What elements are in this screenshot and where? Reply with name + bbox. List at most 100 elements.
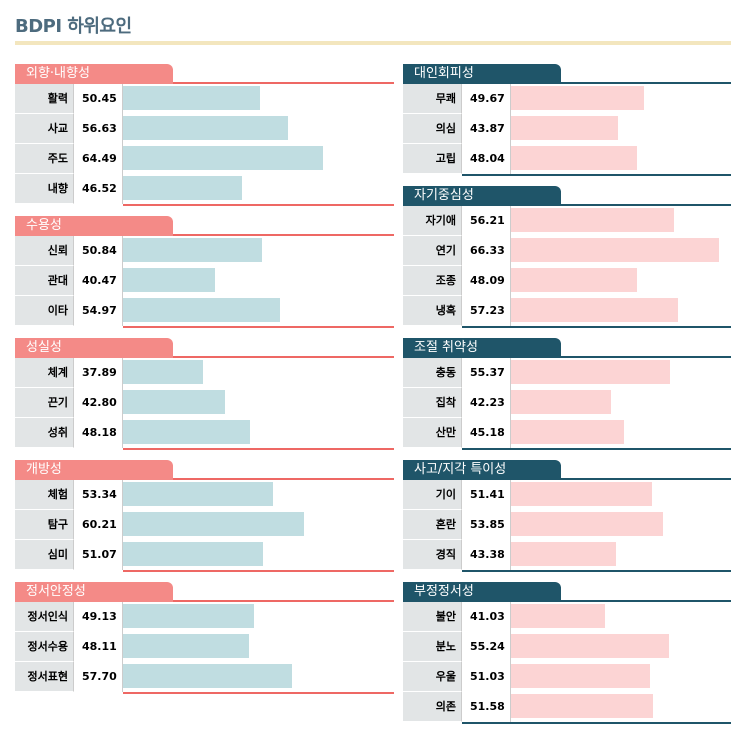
bar-track [123,236,394,266]
factor-label: 탐구 [15,510,74,540]
factor-label: 체계 [15,358,74,388]
header-line [561,82,731,84]
bar-track [511,692,731,722]
factor-value: 42.80 [74,388,123,418]
factor-value: 45.18 [462,418,511,448]
factor-label: 기이 [403,480,462,510]
bar-track [123,632,394,662]
factor-value: 48.11 [74,632,123,662]
factor-value: 55.37 [462,358,511,388]
factor-row: 의심 43.87 [403,114,731,144]
group-bottom-line [462,448,731,450]
factor-label: 정서인식 [15,602,74,632]
factor-value: 51.58 [462,692,511,722]
bar-track [511,84,731,114]
factor-label: 산만 [403,418,462,448]
factor-row: 자기애 56.21 [403,206,731,236]
bar [123,420,250,444]
factor-row: 신뢰 50.84 [15,236,394,266]
bar-track [123,418,394,448]
bar-track [123,266,394,296]
factor-row: 연기 66.33 [403,236,731,266]
bar-track [123,510,394,540]
bar [511,208,674,232]
bar-track [123,662,394,692]
bar [123,512,304,536]
factor-group: 자기중심성 자기애 56.21 연기 66.33 조종 48.09 냉혹 57.23 [403,186,731,328]
group-title: 부정정서성 [403,582,561,602]
bar [123,146,323,170]
factor-label: 의존 [403,692,462,722]
header-line [173,356,394,358]
bar [123,634,250,658]
bar [123,542,263,566]
factor-row: 경직 43.38 [403,540,731,570]
factor-row: 끈기 42.80 [15,388,394,418]
bar [511,512,663,536]
group-title: 자기중심성 [403,186,561,206]
bar-track [123,296,394,326]
group-title: 사고/지각 특이성 [403,460,561,480]
bar-track [511,236,731,266]
group-title: 대인회피성 [403,64,561,84]
factor-value: 57.70 [74,662,123,692]
factor-label: 집착 [403,388,462,418]
factor-label: 경직 [403,540,462,570]
factor-row: 산만 45.18 [403,418,731,448]
bar-track [123,144,394,174]
bar [511,604,606,628]
factor-row: 체계 37.89 [15,358,394,388]
bar [511,360,670,384]
factor-value: 37.89 [74,358,123,388]
group-header: 개방성 [15,460,394,480]
factor-row: 혼란 53.85 [403,510,731,540]
group-header: 사고/지각 특이성 [403,460,731,480]
factor-value: 56.63 [74,114,123,144]
group-bottom-line [123,326,394,328]
factor-label: 사교 [15,114,74,144]
factor-value: 48.04 [462,144,511,174]
factor-row: 정서인식 49.13 [15,602,394,632]
bar-track [511,480,731,510]
factor-label: 연기 [403,236,462,266]
factor-row: 사교 56.63 [15,114,394,144]
factor-label: 내향 [15,174,74,204]
factor-value: 46.52 [74,174,123,204]
bar-track [511,266,731,296]
bar-track [511,540,731,570]
bar-track [123,84,394,114]
group-bottom-line [462,570,731,572]
group-bottom-line [462,722,731,724]
bar [511,268,638,292]
bar-track [511,418,731,448]
factor-label: 활력 [15,84,74,114]
group-bottom-line [123,204,394,206]
page-title: BDPI 하위요인 [15,16,132,37]
factor-value: 48.18 [74,418,123,448]
bar [123,360,204,384]
factor-value: 49.67 [462,84,511,114]
bar [511,238,719,262]
factor-row: 분노 55.24 [403,632,731,662]
bar [511,694,653,718]
factor-row: 탐구 60.21 [15,510,394,540]
factor-group: 외향·내향성 활력 50.45 사교 56.63 주도 64.49 내향 46.52 [15,64,394,206]
factor-label: 우울 [403,662,462,692]
bar-track [511,602,731,632]
factor-label: 불안 [403,602,462,632]
factor-label: 무쾌 [403,84,462,114]
factor-group: 개방성 체험 53.34 탐구 60.21 심미 51.07 [15,460,394,572]
factor-row: 체험 53.34 [15,480,394,510]
factor-label: 신뢰 [15,236,74,266]
factor-value: 43.87 [462,114,511,144]
group-header: 정서안정성 [15,582,394,602]
factor-row: 우울 51.03 [403,662,731,692]
factor-row: 의존 51.58 [403,692,731,722]
factor-row: 관대 40.47 [15,266,394,296]
factor-value: 40.47 [74,266,123,296]
group-title: 정서안정성 [15,582,173,602]
header-line [173,478,394,480]
bar [511,420,625,444]
right-column: 대인회피성 무쾌 49.67 의심 43.87 고립 48.04 자기중심성 자기애 56.21 연… [403,64,731,734]
left-column: 외향·내향성 활력 50.45 사교 56.63 주도 64.49 내향 46.52 수용성 신뢰 5… [15,64,394,704]
